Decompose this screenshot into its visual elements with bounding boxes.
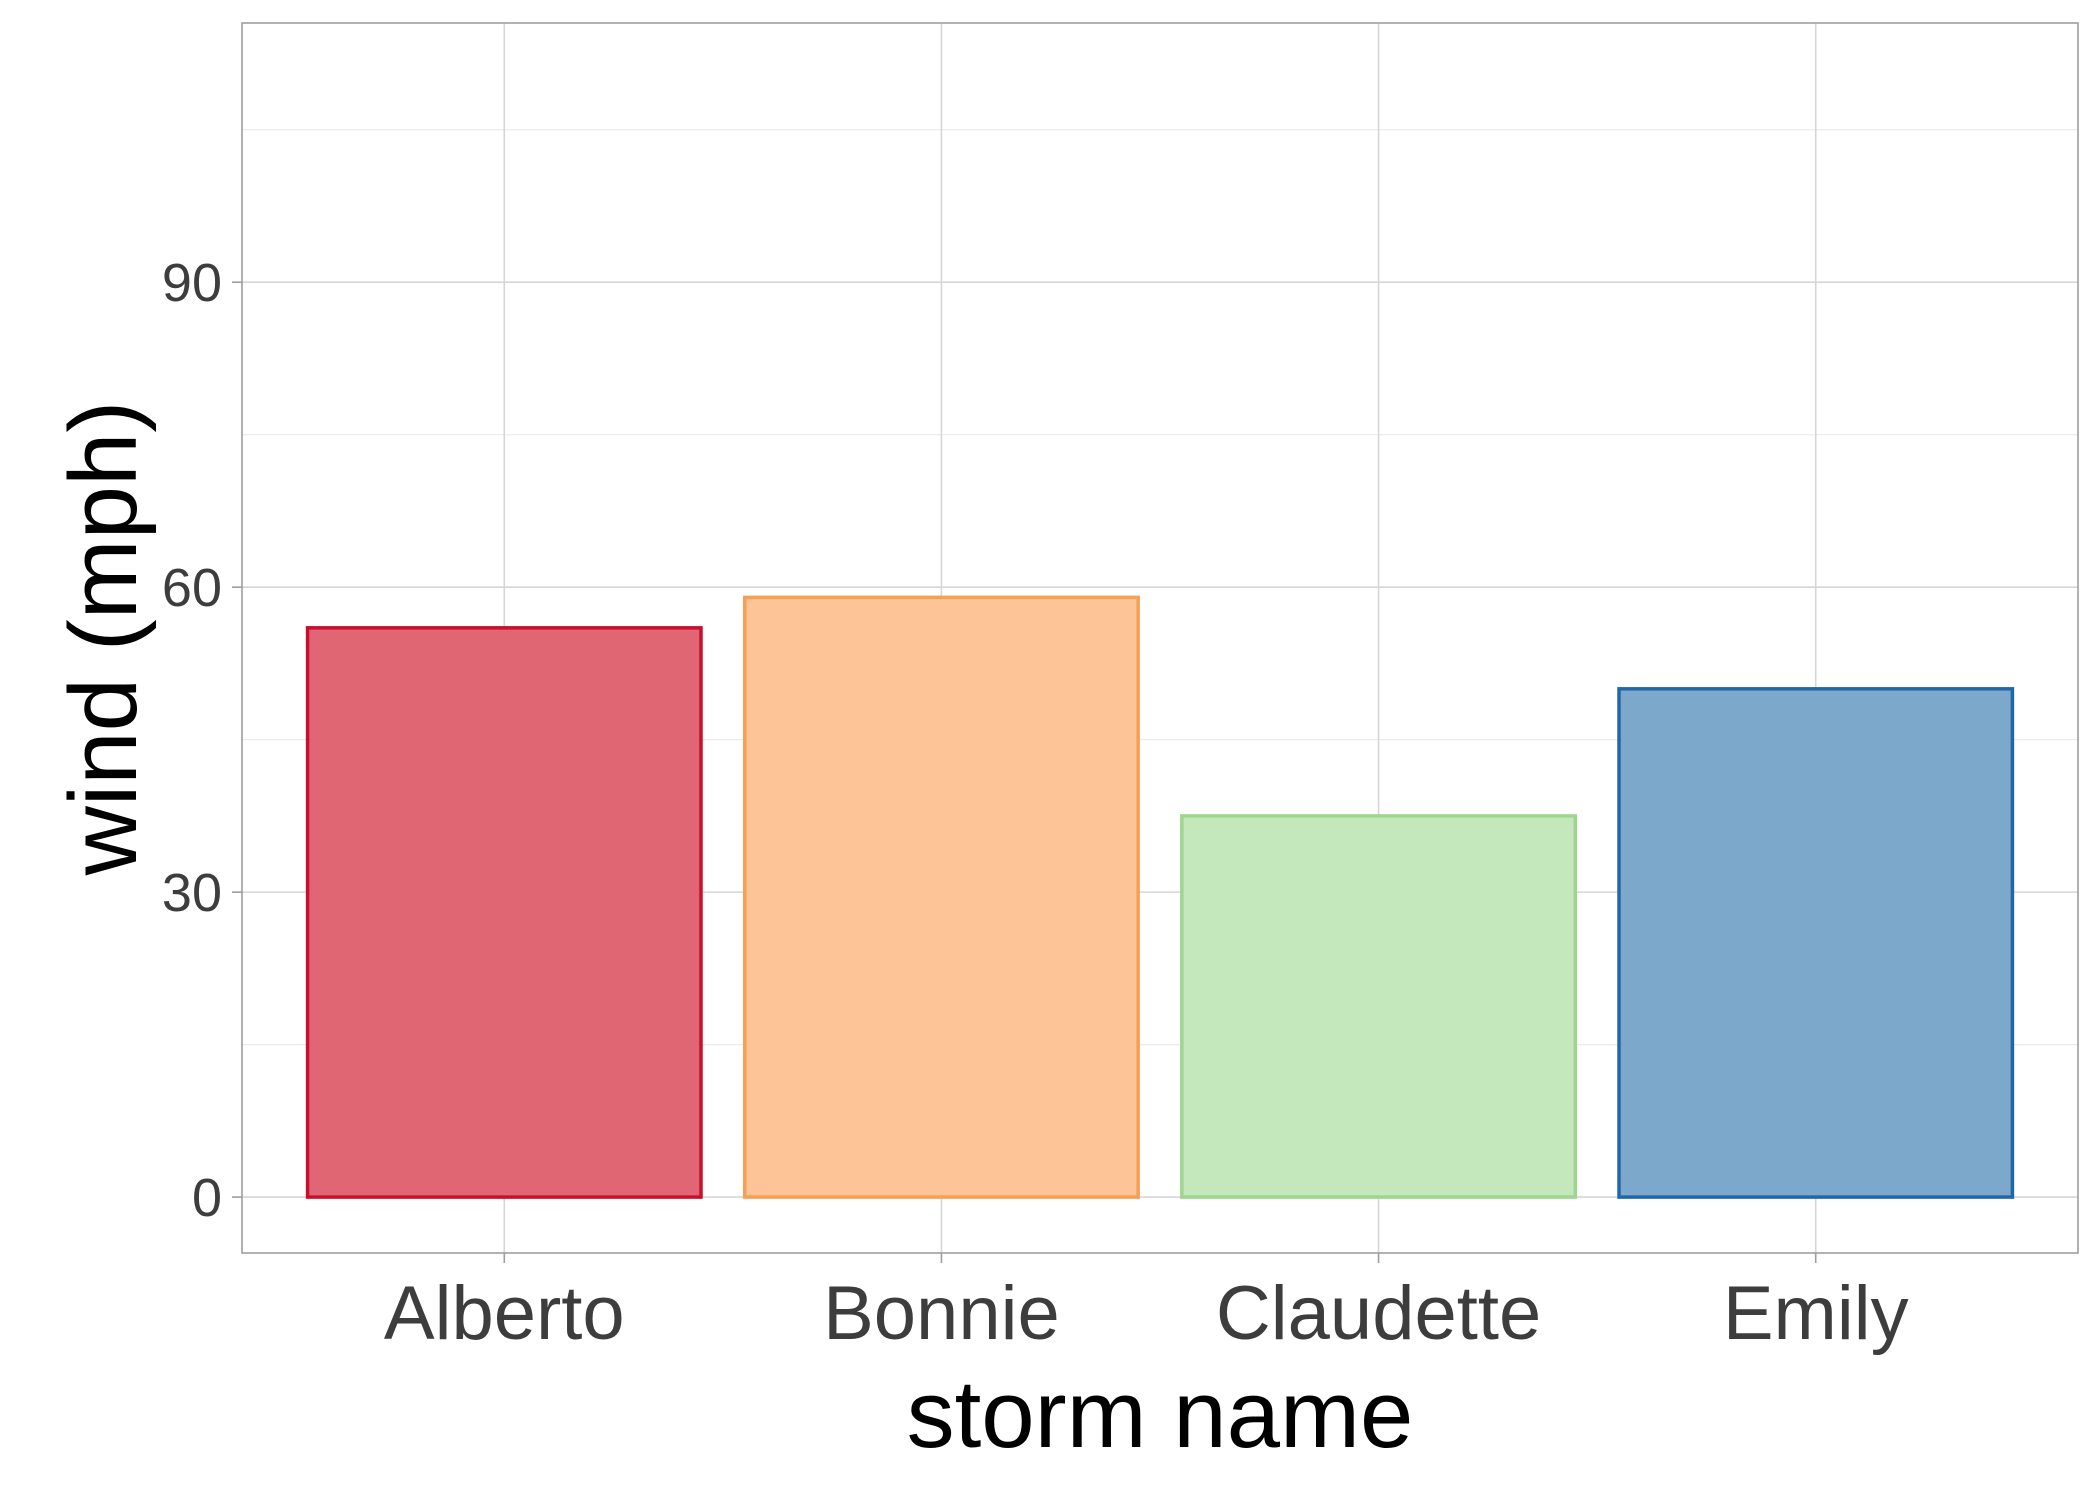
y-tick-label: 60 (162, 558, 222, 618)
y-tick-label: 90 (162, 253, 222, 313)
x-tick-label: Emily (1723, 1271, 1909, 1356)
bars (305, 595, 2015, 1199)
x-tick-label: Bonnie (823, 1271, 1060, 1356)
x-axis-title: storm name (907, 1361, 1414, 1468)
y-tick-label: 30 (162, 863, 222, 923)
bar-alberto (305, 626, 703, 1199)
bar-claudette (1180, 814, 1578, 1199)
plot-panel-border (241, 22, 2079, 1254)
x-tick-label: Alberto (384, 1271, 625, 1356)
y-tick-label: 0 (192, 1168, 222, 1228)
bar-bonnie (742, 595, 1140, 1199)
x-tick-label: Claudette (1216, 1271, 1541, 1356)
y-axis: 0 30 60 90 (162, 253, 242, 1228)
bar-emily (1617, 687, 2015, 1199)
y-axis-title: wind (mph) (50, 401, 157, 877)
x-axis: Alberto Bonnie Claudette Emily (384, 1253, 1909, 1356)
